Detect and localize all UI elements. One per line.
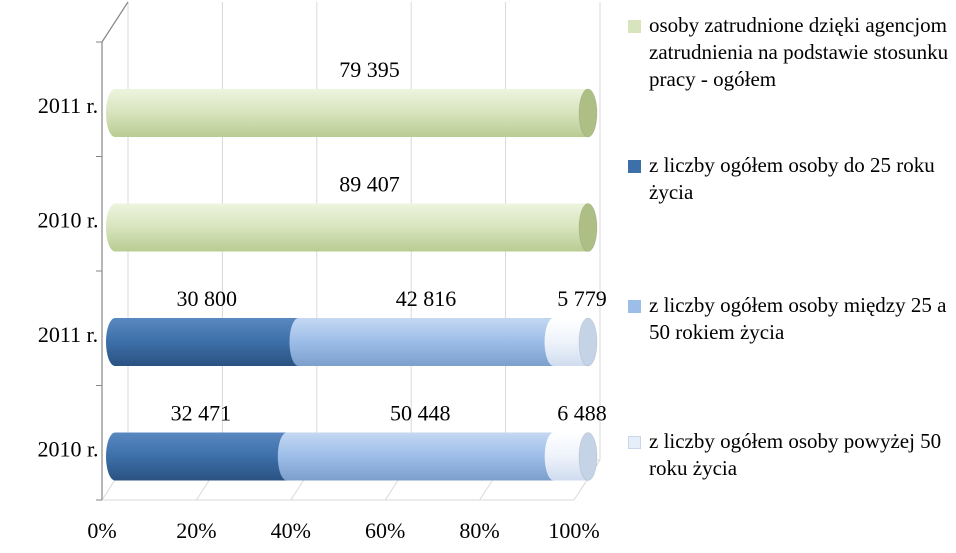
x-tick-label: 20% <box>176 518 216 543</box>
bar-segment <box>106 317 308 366</box>
legend: osoby zatrudnione dzięki agencjom zatrud… <box>628 0 956 553</box>
data-label: 5 779 <box>557 286 607 311</box>
x-tick-label: 60% <box>365 518 405 543</box>
data-label: 30 800 <box>176 286 237 311</box>
legend-item-under-25: z liczby ogółem osoby do 25 roku życia <box>628 152 956 206</box>
legend-label-25-50: z liczby ogółem osoby między 25 a 50 rok… <box>649 293 947 344</box>
legend-swatch-25-50 <box>628 300 641 313</box>
legend-swatch-over-50 <box>628 436 641 449</box>
category-axis-top <box>101 1 129 43</box>
axes: 0% 20% 40% 60% 80% 100% 2011 r. 2010 r. 2011 r. 2… <box>37 1 600 543</box>
data-labels: 79 395 89 407 30 800 42 816 5 779 32 471 50 44… <box>171 57 607 425</box>
bar-segment <box>106 203 597 252</box>
data-label: 42 816 <box>396 286 457 311</box>
bar-end-cap <box>578 202 598 252</box>
category-label: 2011 r. <box>38 93 98 118</box>
bar-segment <box>105 88 597 137</box>
legend-item-over-50: z liczby ogółem osoby powyżej 50 roku ży… <box>628 428 956 482</box>
bar-segment <box>289 317 563 366</box>
bar-end-cap <box>578 88 598 138</box>
legend-swatch-under-25 <box>628 160 641 173</box>
x-tick-label: 0% <box>87 518 116 543</box>
x-tick-label: 80% <box>459 518 499 543</box>
category-label: 2010 r. <box>37 207 98 232</box>
data-label: 79 395 <box>339 57 400 82</box>
data-label: 89 407 <box>339 171 400 196</box>
legend-label-total: osoby zatrudnione dzięki agencjom zatrud… <box>649 13 949 91</box>
bar-segment <box>106 432 296 481</box>
data-label: 6 488 <box>557 400 607 425</box>
legend-item-total: osoby zatrudnione dzięki agencjom zatrud… <box>628 12 956 93</box>
data-label: 32 471 <box>171 400 232 425</box>
legend-label-over-50: z liczby ogółem osoby powyżej 50 roku ży… <box>649 429 942 480</box>
legend-swatch-total <box>628 20 641 33</box>
x-tick-label: 100% <box>548 518 599 543</box>
bar-end-cap <box>578 317 598 367</box>
data-label: 50 448 <box>390 400 451 425</box>
bar-end-cap <box>578 431 598 481</box>
legend-label-under-25: z liczby ogółem osoby do 25 roku życia <box>649 153 935 204</box>
bars <box>105 88 598 481</box>
x-tick-label: 40% <box>271 518 311 543</box>
category-label: 2011 r. <box>38 322 98 347</box>
bar-segment <box>277 432 563 481</box>
category-label: 2010 r. <box>37 436 98 461</box>
legend-item-25-50: z liczby ogółem osoby między 25 a 50 rok… <box>628 292 956 346</box>
